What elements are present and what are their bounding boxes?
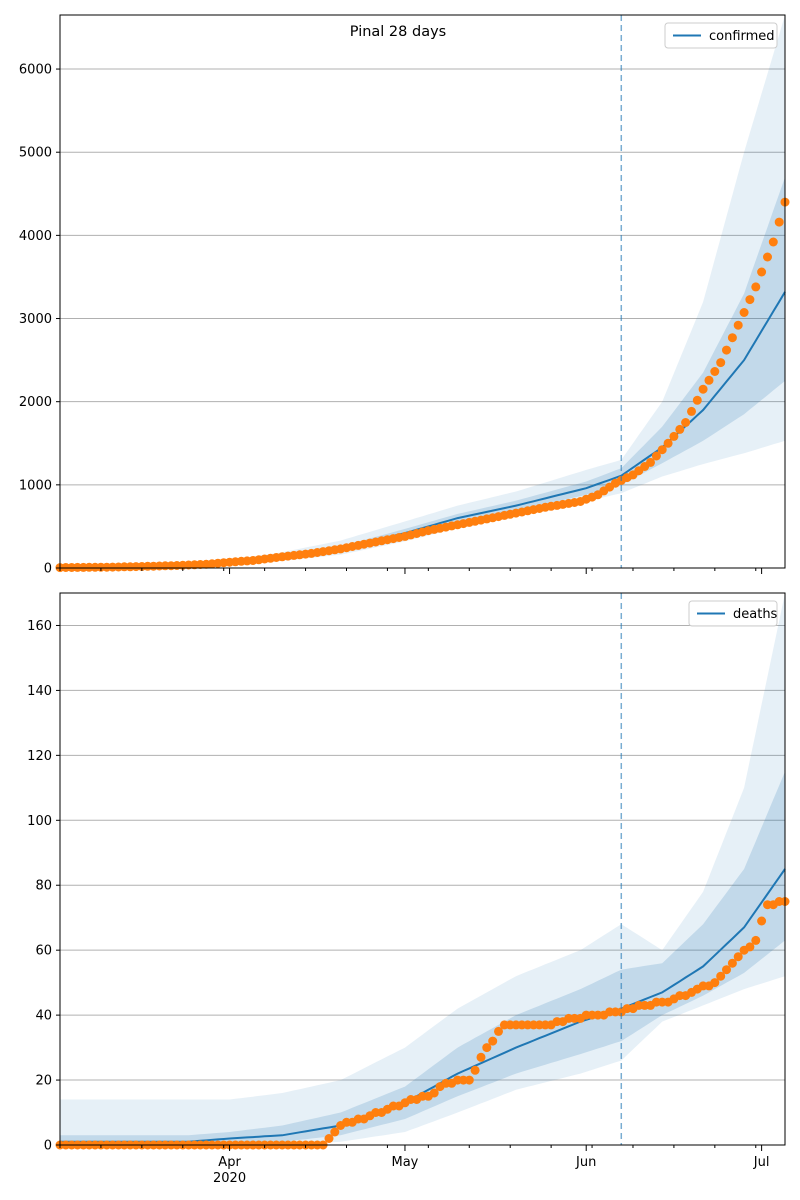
observed-point [733, 320, 743, 330]
y-tick-label: 6000 [19, 63, 52, 78]
observed-point [739, 308, 749, 317]
x-tick-label: May [392, 1155, 419, 1170]
observed-point [646, 457, 655, 467]
observed-point [710, 978, 720, 988]
observed-point [663, 438, 673, 448]
observed-point [476, 1052, 486, 1062]
plot-frame [59, 592, 786, 1146]
observed-point [324, 1134, 334, 1143]
y-tick-label: 140 [27, 684, 52, 699]
y-tick-label: 3000 [19, 312, 52, 327]
y-tick-label: 40 [35, 1009, 52, 1024]
plot-frame [59, 14, 786, 569]
observed-point [751, 282, 761, 292]
deaths-panel: 0 20 40 60 80 100 120 140 160 Apr May Jun Jul 2020 dea… [27, 592, 790, 1186]
y-tick-label: 80 [35, 879, 52, 894]
observed-point [657, 445, 667, 455]
observed-point [763, 252, 772, 262]
uncertainty-band-outer [60, 593, 785, 1145]
observed-point [716, 971, 726, 981]
observed-point [727, 333, 737, 343]
observed-point [681, 418, 691, 427]
y-tick-label: 0 [44, 1139, 52, 1154]
x-tick-label: Apr [218, 1155, 241, 1170]
observed-point [330, 1127, 340, 1137]
legend-label: deaths [733, 607, 778, 622]
y-tick-label: 0 [44, 562, 52, 577]
observed-point [675, 424, 685, 434]
observed-point [669, 431, 679, 441]
observed-point [464, 1075, 474, 1085]
observed-point [488, 1036, 498, 1046]
observed-point [692, 395, 702, 405]
observed-point [733, 952, 743, 962]
confirmed-panel: 0 1000 2000 3000 4000 5000 6000 confirmed [19, 14, 790, 577]
observed-point [494, 1026, 503, 1036]
legend-box [688, 600, 778, 627]
y-tick-label: 1000 [19, 478, 52, 493]
observed-point [751, 935, 761, 945]
x-tick-label: Jun [575, 1155, 596, 1170]
y-tick-label: 4000 [19, 229, 52, 244]
observed-point [745, 942, 755, 952]
y-tick-label: 60 [35, 944, 52, 959]
observed-point [429, 1088, 439, 1098]
y-tick-label: 2000 [19, 395, 52, 410]
observed-point [470, 1065, 480, 1075]
x-year-label: 2020 [213, 1171, 246, 1186]
observed-point [722, 345, 731, 355]
y-tick-label: 5000 [19, 146, 52, 161]
observed-point [774, 217, 784, 227]
y-tick-label: 100 [27, 814, 52, 829]
observed-point [768, 237, 778, 247]
legend-label: confirmed [709, 29, 775, 44]
observed-point [704, 375, 714, 385]
observed-point [710, 367, 720, 376]
observed-point [757, 267, 767, 277]
y-tick-label: 20 [35, 1074, 52, 1089]
figure-title: Pinal 28 days [350, 24, 446, 40]
observed-point [482, 1043, 492, 1053]
observed-point [687, 406, 696, 416]
observed-point [757, 916, 767, 926]
uncertainty-band-inner [60, 771, 785, 1145]
observed-point [716, 358, 726, 368]
observed-point [745, 295, 755, 305]
legend-box [664, 22, 778, 49]
observed-point [727, 958, 737, 968]
x-tick-label: Jul [753, 1155, 770, 1170]
y-tick-label: 120 [27, 749, 52, 764]
observed-point [722, 965, 731, 975]
observed-point [651, 451, 661, 461]
y-tick-label: 160 [27, 619, 52, 634]
observed-point [698, 384, 708, 394]
